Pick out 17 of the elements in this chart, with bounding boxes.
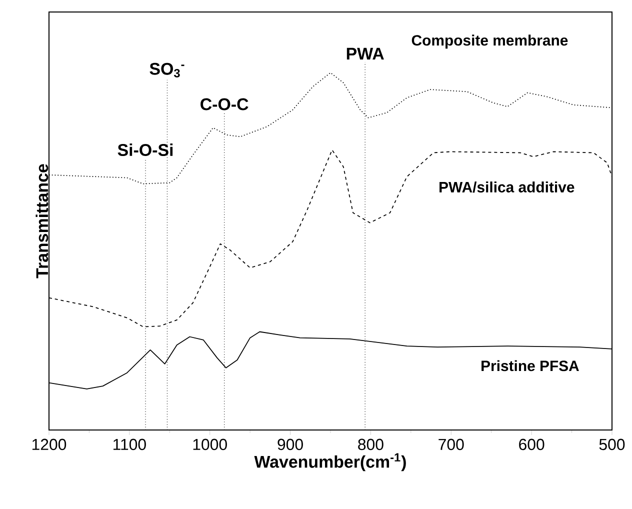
x-tick-label: 1000 [193,438,227,450]
text: Composite membrane [412,34,568,49]
series-label: Pristine PFSA [482,360,579,372]
ref-line-label: C-O-C [200,98,248,110]
x-tick-label: 800 [358,438,384,450]
x-tick-label: 1200 [32,438,66,450]
x-tick-label: 600 [519,438,544,450]
ref-line-label: SO$_{3}$- [150,62,184,78]
x-tick-label: 1100 [114,438,146,450]
series-label: PWA/silica additive [440,181,574,193]
x-axis-title: Wavenumber(cm$^{-1}$) [254,453,406,472]
y-axis-title: Transmittance [36,164,48,278]
x-tick-label: 700 [438,438,464,450]
ref-line-label: PWA [346,48,384,60]
x-tick-label: 900 [278,438,303,450]
ref-line-label: Si-O-Si [118,144,173,156]
x-tick-label: 500 [599,438,625,450]
